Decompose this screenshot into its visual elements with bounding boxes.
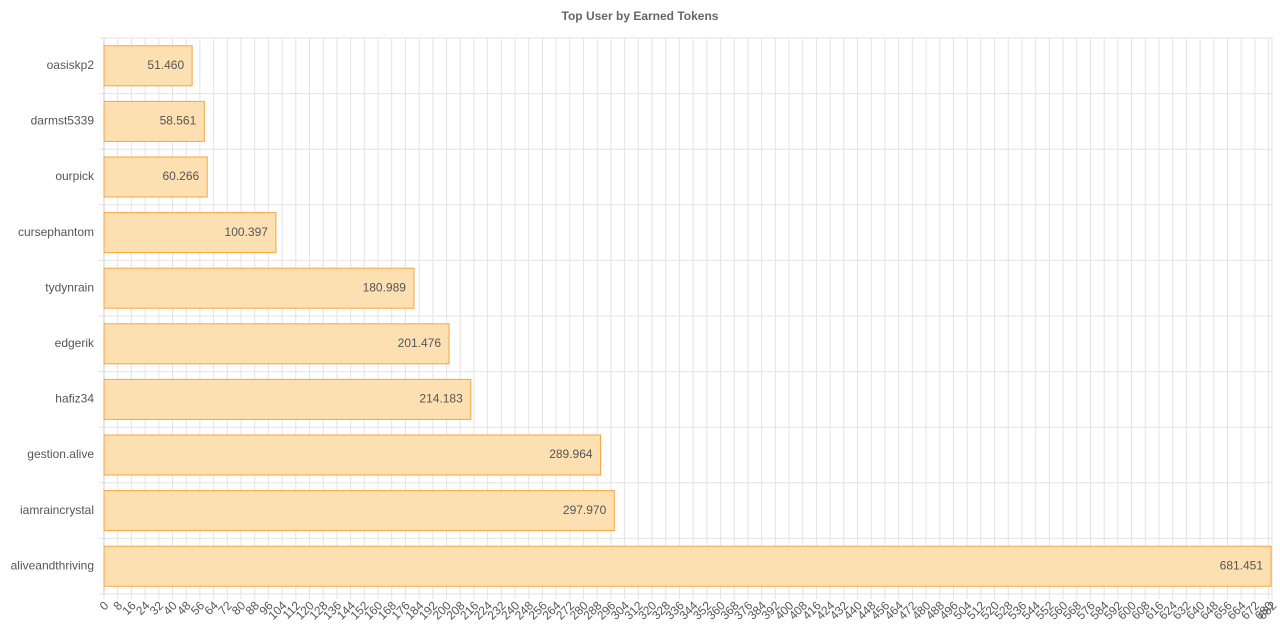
- value-label: 297.970: [563, 503, 607, 517]
- bar: [103, 156, 208, 198]
- y-tick-label: gestion.alive: [27, 447, 94, 461]
- bar: [103, 323, 450, 365]
- bar: [103, 490, 615, 532]
- y-tick-label: iamraincrystal: [20, 503, 94, 517]
- value-label: 58.561: [160, 114, 197, 128]
- y-tick-label: oasiskp2: [47, 58, 95, 72]
- value-label: 214.183: [419, 392, 463, 406]
- y-tick-label: darmst5339: [31, 114, 95, 128]
- bar: [103, 45, 193, 87]
- y-tick-label: ourpick: [55, 169, 95, 183]
- chart-title: Top User by Earned Tokens: [562, 9, 719, 23]
- bar: [103, 434, 602, 476]
- value-label: 681.451: [1220, 558, 1264, 572]
- bar: [103, 267, 415, 309]
- bar: [103, 100, 205, 142]
- value-label: 51.460: [147, 58, 184, 72]
- y-tick-label: tydynrain: [45, 280, 94, 294]
- value-label: 201.476: [398, 336, 442, 350]
- bar: [103, 212, 277, 254]
- value-label: 60.266: [163, 169, 200, 183]
- value-label: 180.989: [363, 280, 407, 294]
- value-label: 289.964: [549, 447, 593, 461]
- x-tick-label: 0: [97, 598, 112, 613]
- y-tick-label: hafiz34: [55, 392, 94, 406]
- bar: [103, 378, 472, 420]
- y-tick-label: cursephantom: [18, 225, 94, 239]
- value-label: 100.397: [225, 225, 269, 239]
- y-tick-label: edgerik: [55, 336, 95, 350]
- bar: [103, 545, 1272, 587]
- y-tick-label: aliveandthriving: [11, 558, 94, 572]
